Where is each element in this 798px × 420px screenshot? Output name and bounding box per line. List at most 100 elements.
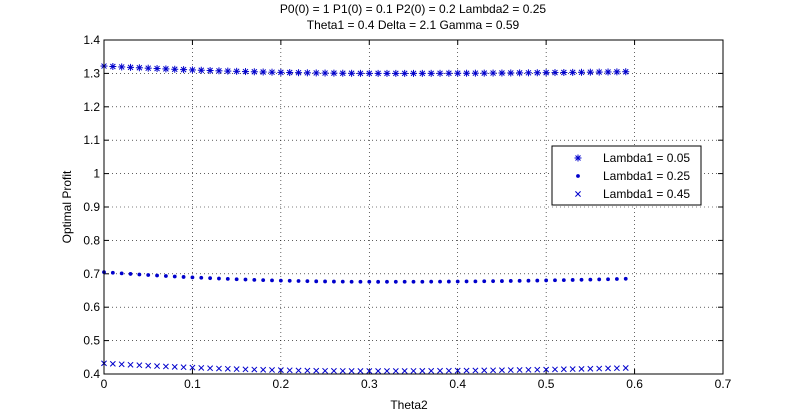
- data-point: [287, 278, 292, 283]
- chart-title-line-1: P0(0) = 1 P1(0) = 0.1 P2(0) = 0.2 Lambda…: [280, 2, 546, 16]
- data-point: [261, 278, 266, 283]
- data-point: [500, 279, 504, 283]
- data-point: [534, 366, 541, 373]
- data-point: [596, 365, 603, 372]
- legend-entry-label: Lambda1 = 0.45: [603, 187, 690, 201]
- data-point: [383, 69, 391, 77]
- data-point: [322, 367, 329, 374]
- data-point: [330, 367, 337, 374]
- data-point: [613, 365, 620, 372]
- data-point: [392, 368, 399, 374]
- data-point: [365, 69, 373, 77]
- data-point: [384, 368, 390, 374]
- data-point: [418, 69, 426, 77]
- data-point: [127, 63, 135, 71]
- data-point: [595, 68, 603, 76]
- x-tick-label: 0.7: [715, 377, 732, 391]
- legend-entry-label: Lambda1 = 0.05: [603, 151, 690, 165]
- legend-marker: [574, 154, 582, 162]
- data-point: [489, 69, 497, 77]
- data-point: [482, 279, 487, 284]
- chart-title-line-2: Theta1 = 0.4 Delta = 2.1 Gamma = 0.59: [307, 18, 520, 32]
- data-point: [162, 65, 170, 73]
- data-point: [402, 279, 407, 284]
- data-point: [623, 276, 628, 281]
- data-point: [109, 63, 117, 71]
- data-point: [366, 368, 373, 374]
- data-point: [356, 69, 364, 77]
- data-point: [498, 367, 505, 374]
- data-point: [438, 279, 442, 284]
- data-point: [118, 361, 125, 368]
- data-point: [588, 277, 593, 282]
- data-point: [429, 279, 434, 284]
- data-point: [260, 366, 267, 373]
- legend-entry-label: Lambda1 = 0.25: [603, 169, 690, 183]
- data-point: [109, 360, 116, 367]
- data-point: [241, 68, 249, 76]
- data-point: [314, 279, 319, 284]
- data-point: [578, 68, 586, 76]
- y-tick-label: 0.5: [83, 334, 100, 348]
- data-point: [410, 69, 417, 77]
- y-tick-label: 0.7: [83, 267, 100, 281]
- data-point: [348, 69, 356, 77]
- data-point: [597, 277, 602, 282]
- data-point: [586, 68, 594, 76]
- data-point: [135, 64, 143, 72]
- data-point: [154, 363, 161, 370]
- data-point: [455, 279, 460, 284]
- plot-area-frame: [103, 39, 724, 375]
- data-point: [215, 67, 223, 75]
- data-point: [473, 279, 478, 284]
- data-point: [252, 277, 257, 282]
- y-tick-label: 0.6: [83, 300, 100, 314]
- data-point: [234, 277, 239, 282]
- data-point: [321, 69, 329, 77]
- series-1: [100, 62, 630, 77]
- data-point: [358, 279, 363, 284]
- data-point: [569, 366, 576, 373]
- data-point: [445, 69, 453, 77]
- data-point: [579, 277, 584, 282]
- data-point: [544, 278, 549, 283]
- data-point: [622, 68, 630, 76]
- data-point: [277, 68, 285, 76]
- data-point: [295, 367, 302, 374]
- series-2: [102, 270, 628, 284]
- data-point: [560, 366, 567, 373]
- data-point: [145, 362, 152, 369]
- data-point: [385, 279, 389, 284]
- data-point: [454, 367, 461, 374]
- data-point: [622, 365, 629, 371]
- data-point: [278, 278, 283, 283]
- data-point: [348, 368, 355, 374]
- data-point: [224, 67, 232, 75]
- data-point: [208, 276, 213, 281]
- data-point: [206, 67, 214, 75]
- data-point: [436, 69, 444, 77]
- x-tick-label: 0.1: [184, 377, 201, 391]
- data-point: [153, 65, 161, 73]
- data-point: [269, 367, 275, 373]
- data-point: [463, 69, 471, 77]
- data-point: [376, 279, 381, 284]
- y-tick-label: 1.4: [83, 33, 100, 47]
- data-point: [286, 367, 293, 374]
- data-point: [188, 66, 196, 74]
- data-point: [587, 365, 594, 372]
- data-point: [198, 364, 205, 371]
- y-tick-label: 0.4: [83, 367, 100, 381]
- data-point: [517, 278, 522, 283]
- data-point: [270, 278, 274, 283]
- y-tick-label: 1.2: [83, 100, 100, 114]
- data-point: [516, 367, 523, 373]
- data-point: [243, 277, 248, 282]
- data-point: [516, 69, 524, 77]
- data-point: [146, 273, 151, 277]
- data-point: [295, 69, 303, 77]
- data-point: [533, 69, 541, 77]
- data-point: [119, 271, 124, 276]
